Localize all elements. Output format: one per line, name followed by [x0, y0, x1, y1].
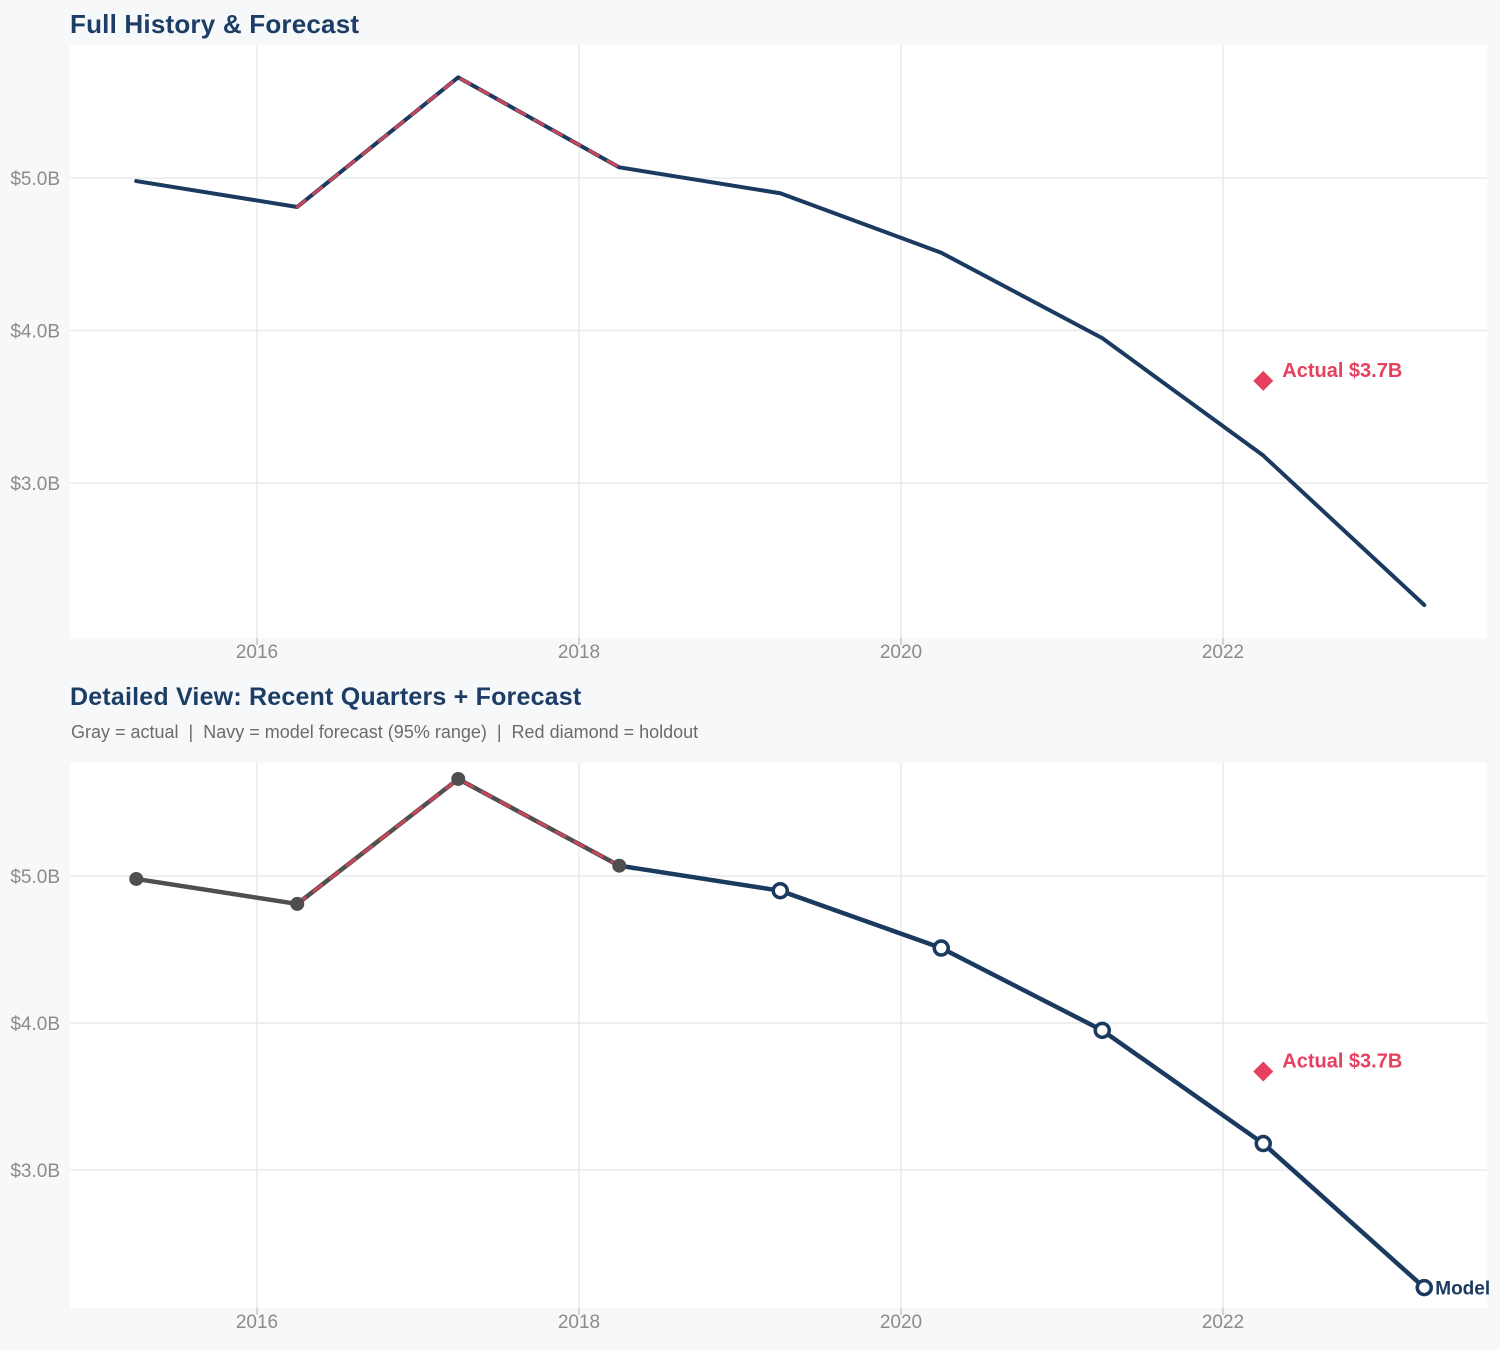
x-tick-label: 2018	[558, 642, 600, 663]
holdout-annotation: Actual $3.7B	[1253, 360, 1402, 391]
actual-point-icon	[451, 771, 466, 786]
x-tick-label: 2016	[236, 1312, 278, 1333]
gridlines	[70, 763, 1487, 1315]
chart-title-detailed-view: Detailed View: Recent Quarters + Forecas…	[70, 683, 582, 711]
y-tick-label: $4.0B	[10, 1014, 60, 1035]
forecast-point-icon	[1093, 1021, 1111, 1040]
forecast-point-icon	[1254, 1134, 1272, 1153]
x-tick-label: 2020	[880, 642, 922, 663]
x-tick-label: 2022	[1202, 1312, 1244, 1333]
plot-area	[70, 763, 1487, 1308]
x-tick-label: 2018	[558, 1312, 600, 1333]
y-tick-label: $5.0B	[10, 169, 60, 190]
x-axis-labels: 2016 2018 2020 2022	[236, 1312, 1244, 1333]
chart-detailed-view: $5.0B $4.0B $3.0B 2016 2018 2020 2022 Actual $3…	[10, 763, 1490, 1333]
holdout-annotation: Actual $3.7B	[1253, 1051, 1402, 1082]
holdout-diamond-icon	[1253, 1061, 1274, 1082]
model-end-label-text: Model	[1435, 1279, 1490, 1300]
chart-full-history: $5.0B $4.0B $3.0B 2016 2018 2020 2022 Actual $3…	[10, 45, 1487, 663]
holdout-annotation-text: Actual $3.7B	[1282, 1051, 1402, 1073]
series-line-actual-overlap-dashed	[295, 777, 621, 906]
forecast-point-icon	[1415, 1278, 1433, 1297]
actual-point-icon	[290, 896, 305, 911]
forecast-point-icon	[771, 881, 789, 900]
y-axis-labels: $5.0B $4.0B $3.0B	[10, 169, 60, 495]
y-tick-label: $5.0B	[10, 867, 60, 888]
holdout-annotation-text: Actual $3.7B	[1282, 360, 1402, 382]
markers-actual-gray	[129, 771, 627, 911]
x-tick-label: 2020	[880, 1312, 922, 1333]
x-tick-label: 2022	[1202, 642, 1244, 663]
actual-point-icon	[129, 871, 144, 886]
plot-area	[70, 45, 1487, 638]
y-tick-label: $3.0B	[10, 1161, 60, 1182]
series-line-model-forecast-navy	[617, 863, 1427, 1290]
model-end-label: Model	[1435, 1279, 1490, 1300]
chart-legend-subtitle: Gray = actual | Navy = model forecast (9…	[71, 722, 699, 742]
markers-model-forecast-navy	[771, 881, 1433, 1297]
holdout-diamond-icon	[1253, 370, 1274, 391]
series-line-actual-overlap-dashed	[295, 75, 621, 209]
y-tick-label: $3.0B	[10, 474, 60, 495]
forecast-point-icon	[932, 939, 950, 957]
x-axis-labels: 2016 2018 2020 2022	[236, 642, 1244, 663]
y-axis-labels: $5.0B $4.0B $3.0B	[10, 867, 60, 1182]
actual-point-icon	[612, 858, 627, 873]
chart-title-full-history: Full History & Forecast	[70, 9, 360, 39]
y-tick-label: $4.0B	[10, 322, 60, 343]
x-tick-label: 2016	[236, 642, 278, 663]
